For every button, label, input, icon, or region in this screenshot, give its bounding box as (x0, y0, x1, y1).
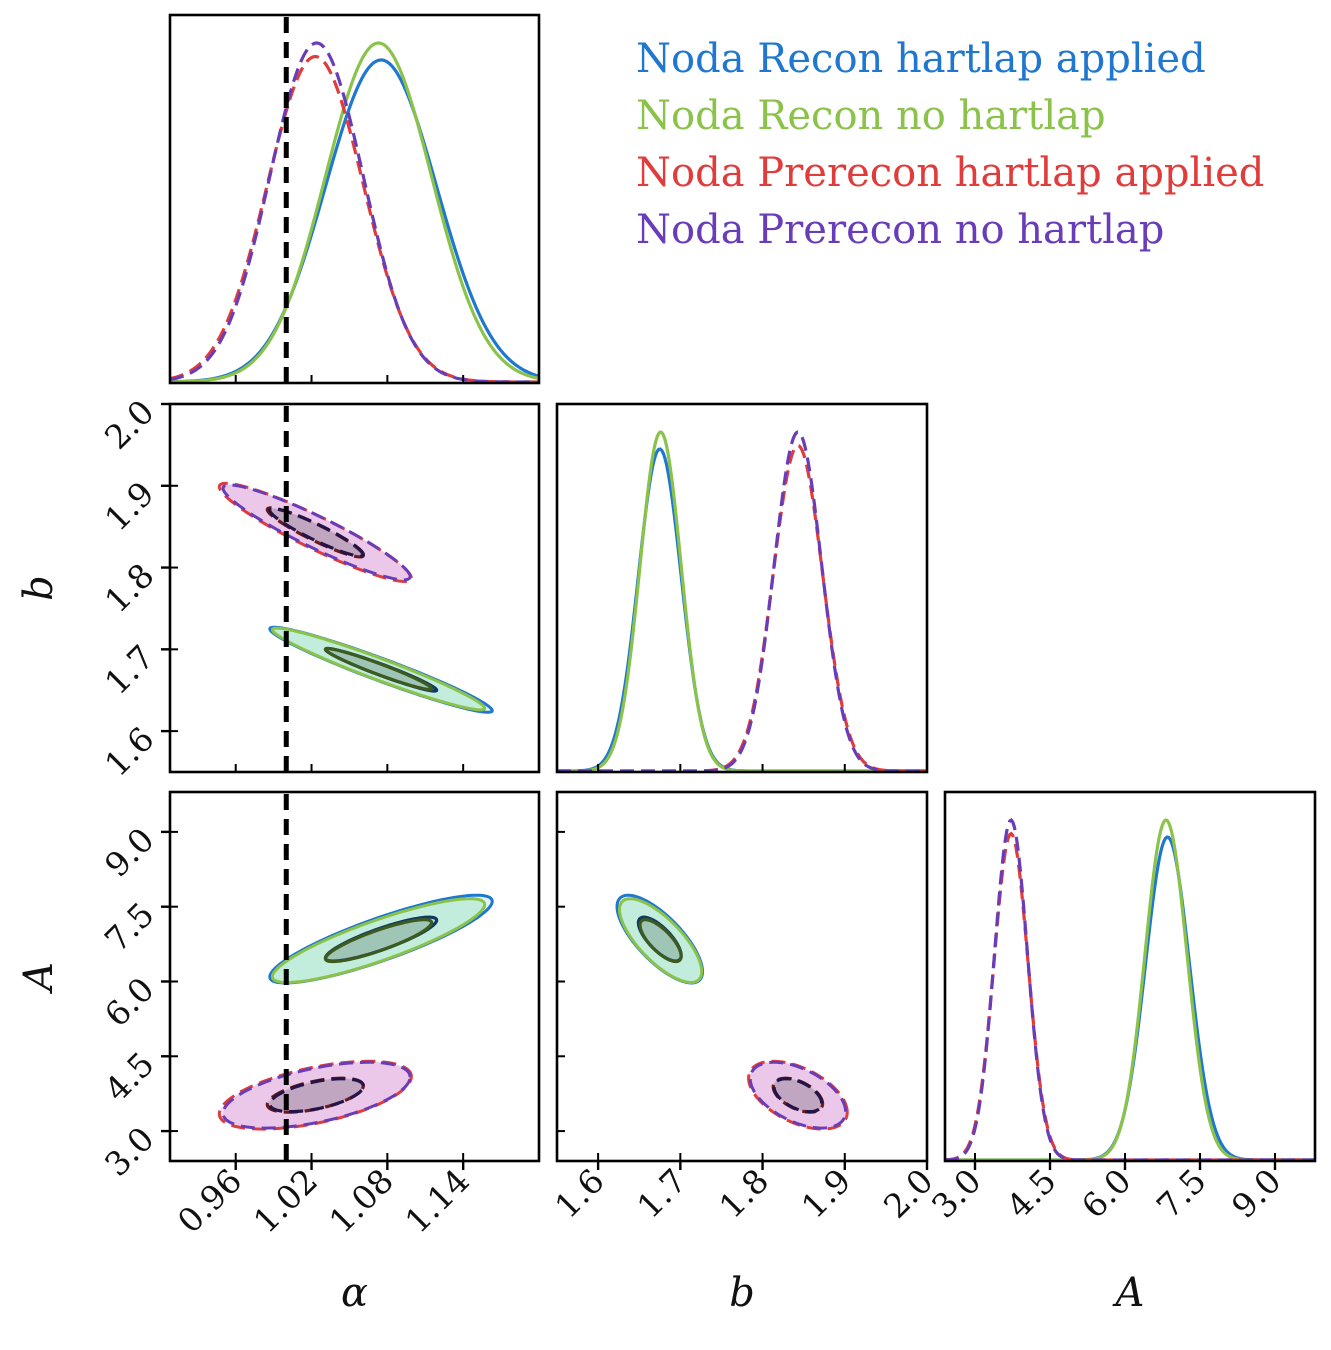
marginal-curve (557, 430, 927, 772)
marginal-curve (557, 430, 927, 772)
contour-panel-alpha-b (217, 481, 494, 714)
x-tick-label: 1.6 (547, 1161, 612, 1226)
contour-line (638, 918, 683, 964)
x-axis-label-b: b (729, 1270, 755, 1316)
y-tick-label: 3.0 (97, 1119, 162, 1184)
legend-entry: Noda Recon hartlap applied (636, 36, 1206, 82)
contour-fill-1sigma (325, 648, 437, 692)
contour-line (270, 897, 487, 984)
contour-panel-b-A (615, 893, 849, 1131)
x-tick-label: 9.0 (1224, 1161, 1289, 1226)
y-tick-label: 1.9 (97, 474, 162, 539)
contour-line (268, 507, 365, 558)
contour-fill-1sigma (267, 507, 364, 557)
x-tick-label: 1.7 (629, 1161, 694, 1226)
contour-line (617, 897, 704, 984)
x-tick-label: 0.96 (170, 1161, 250, 1241)
y-tick-label: 1.8 (97, 556, 162, 621)
y-axis-label-A: A (16, 962, 62, 995)
x-axis-label-A: A (1112, 1270, 1145, 1316)
contour-line (270, 626, 487, 712)
contour-fill-2sigma (219, 1061, 412, 1130)
y-tick-label: 7.5 (97, 895, 162, 960)
contour-fill-2sigma (617, 895, 703, 983)
x-tick-label: 1.02 (246, 1161, 326, 1241)
marginal-curve (945, 817, 1315, 1161)
panel-frame (555, 402, 929, 774)
contour-fill-1sigma (325, 648, 432, 690)
contour-fill-2sigma (223, 1062, 411, 1129)
contour-line (323, 918, 434, 964)
contour-line (748, 1060, 848, 1130)
contour-line (323, 646, 434, 691)
x-tick-label: 6.0 (1074, 1161, 1139, 1226)
contour-line (221, 1060, 412, 1130)
marginal-curve (170, 54, 539, 383)
contour-fill-1sigma (325, 919, 432, 962)
contour-fill-1sigma (267, 1078, 364, 1113)
contour-fill-1sigma (640, 919, 682, 962)
contour-fill-1sigma (325, 917, 437, 962)
legend-entry: Noda Recon no hartlap (636, 93, 1106, 139)
marginal-curve (170, 41, 539, 383)
x-tick-label: 3.0 (924, 1161, 989, 1226)
marginal-curve (557, 443, 927, 772)
panel-frame (168, 790, 541, 1163)
legend-entry: Noda Prerecon no hartlap (636, 207, 1164, 253)
marginal-panel-A (945, 817, 1315, 1161)
marginal-curve (557, 447, 927, 772)
marginal-panel-b (557, 430, 927, 772)
marginal-panel-alpha (170, 41, 539, 383)
x-tick-label: 7.5 (1149, 1161, 1214, 1226)
y-tick-label: 9.0 (97, 820, 162, 885)
y-tick-label: 4.5 (97, 1044, 162, 1109)
x-tick-label: 1.9 (794, 1161, 859, 1226)
x-tick-label: 1.8 (712, 1161, 777, 1226)
contour-fill-1sigma (269, 508, 364, 557)
contour-line (772, 1077, 824, 1114)
y-axis-label-b: b (16, 575, 62, 601)
contour-fill-1sigma (638, 917, 682, 962)
marginal-curve (170, 41, 539, 383)
x-tick-label: 1.14 (397, 1161, 477, 1241)
x-axis-label-alpha: α (341, 1270, 368, 1316)
y-tick-label: 2.0 (97, 392, 162, 457)
panel-frame (555, 790, 929, 1163)
contour-line (747, 1059, 849, 1131)
contour-panel-alpha-A (217, 893, 494, 1131)
marginal-curve (945, 835, 1315, 1161)
contour-line (221, 483, 412, 582)
contour-fill-1sigma (269, 1078, 364, 1112)
y-tick-label: 6.0 (97, 970, 162, 1035)
contour-line (268, 1077, 365, 1114)
x-tick-label: 1.08 (321, 1161, 401, 1241)
panel-frame (168, 402, 541, 774)
panel-frame (943, 790, 1317, 1163)
y-tick-label: 1.6 (97, 719, 162, 784)
y-tick-label: 1.7 (97, 637, 162, 702)
x-tick-label: 4.5 (999, 1161, 1064, 1226)
panel-frame (168, 13, 541, 385)
legend-entry: Noda Prerecon hartlap applied (636, 150, 1264, 196)
